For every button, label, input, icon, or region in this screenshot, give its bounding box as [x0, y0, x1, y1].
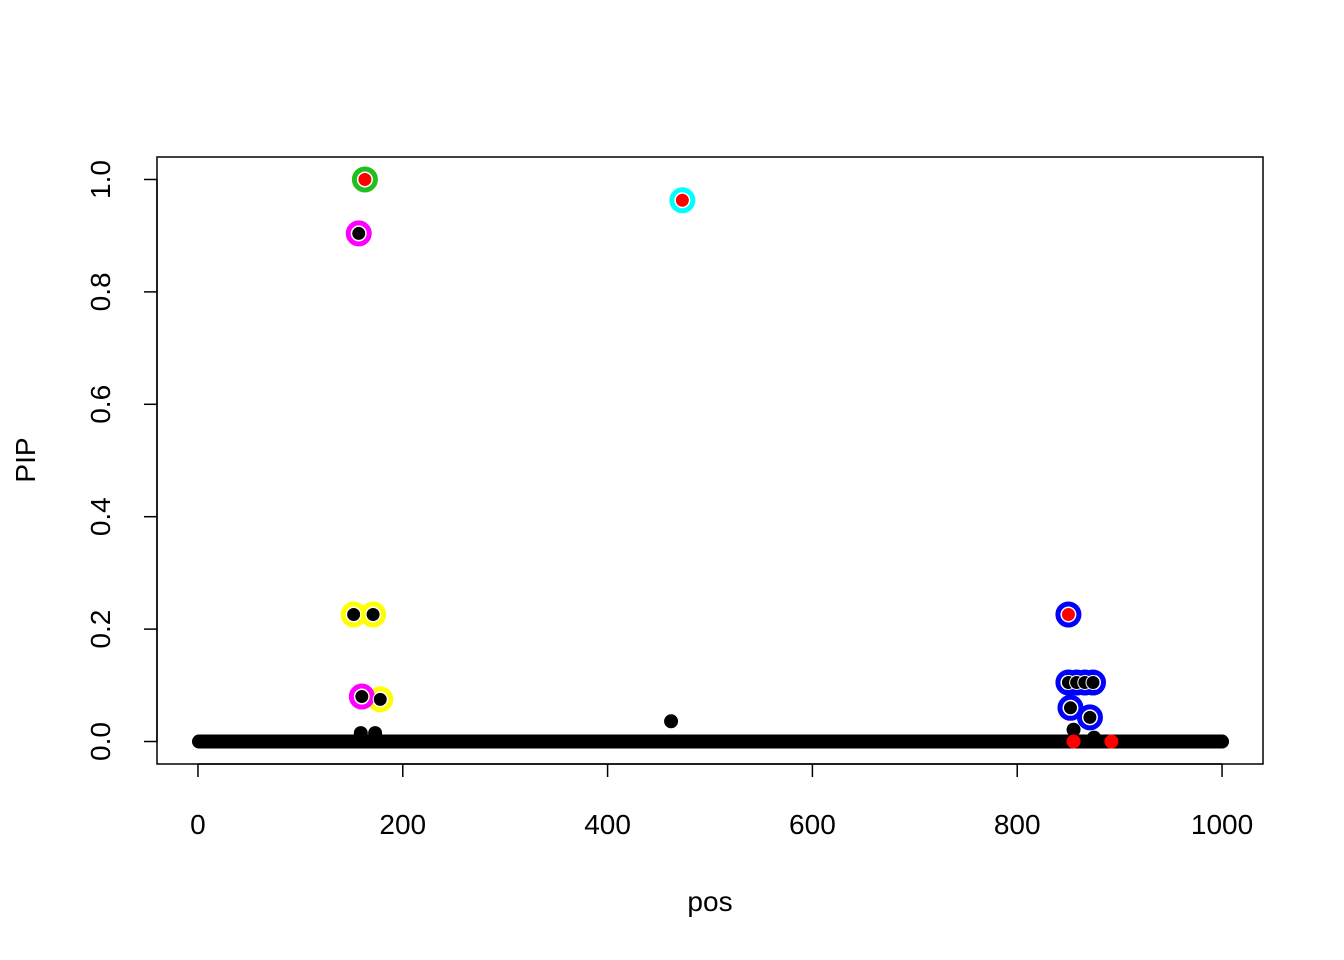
x-axis: 0 200 400 600 800 1000: [190, 763, 1253, 840]
data-point: [346, 606, 362, 622]
credible-set-ring: [1055, 601, 1082, 628]
data-point: [1085, 675, 1101, 691]
x-tick-label: 200: [379, 809, 426, 840]
data-point: [357, 171, 373, 187]
data-point: [1215, 734, 1230, 749]
credible-set-ring: [669, 187, 696, 214]
data-point: [351, 225, 367, 241]
x-tick-label: 800: [994, 809, 1041, 840]
credible-set-ring: [351, 166, 378, 193]
credible-set-ring: [348, 683, 375, 710]
data-point: [664, 714, 679, 729]
credible-set-ring: [360, 601, 387, 628]
data-point: [1066, 722, 1081, 737]
x-axis-label: pos: [687, 886, 732, 917]
data-point: [353, 726, 368, 741]
data-point: [372, 691, 388, 707]
credible-set-ring: [345, 220, 372, 247]
data-point: [1060, 606, 1076, 622]
y-axis-label: PIP: [10, 437, 41, 482]
x-tick-label: 1000: [1191, 809, 1253, 840]
credible-set-ring: [1076, 704, 1103, 731]
data-point: [1066, 734, 1081, 749]
y-tick-label: 1.0: [85, 160, 116, 199]
data-point: [1087, 730, 1102, 745]
y-axis: 0.0 0.2 0.4 0.6 0.8 1.0: [85, 160, 158, 761]
data-point: [674, 192, 690, 208]
x-tick-label: 600: [789, 809, 836, 840]
y-tick-label: 0.0: [85, 722, 116, 761]
data-point: [1082, 709, 1098, 725]
credible-set-rings: [340, 166, 1107, 731]
y-tick-label: 0.8: [85, 272, 116, 311]
highlighted-points: [346, 171, 1119, 749]
data-point: [1062, 700, 1078, 716]
data-point: [368, 726, 383, 741]
data-point: [1104, 734, 1119, 749]
y-tick-label: 0.4: [85, 497, 116, 536]
credible-set-ring: [1057, 694, 1084, 721]
y-tick-label: 0.6: [85, 385, 116, 424]
data-point: [354, 689, 370, 705]
x-tick-label: 0: [190, 809, 206, 840]
data-point: [365, 606, 381, 622]
y-tick-label: 0.2: [85, 610, 116, 649]
x-tick-label: 400: [584, 809, 631, 840]
